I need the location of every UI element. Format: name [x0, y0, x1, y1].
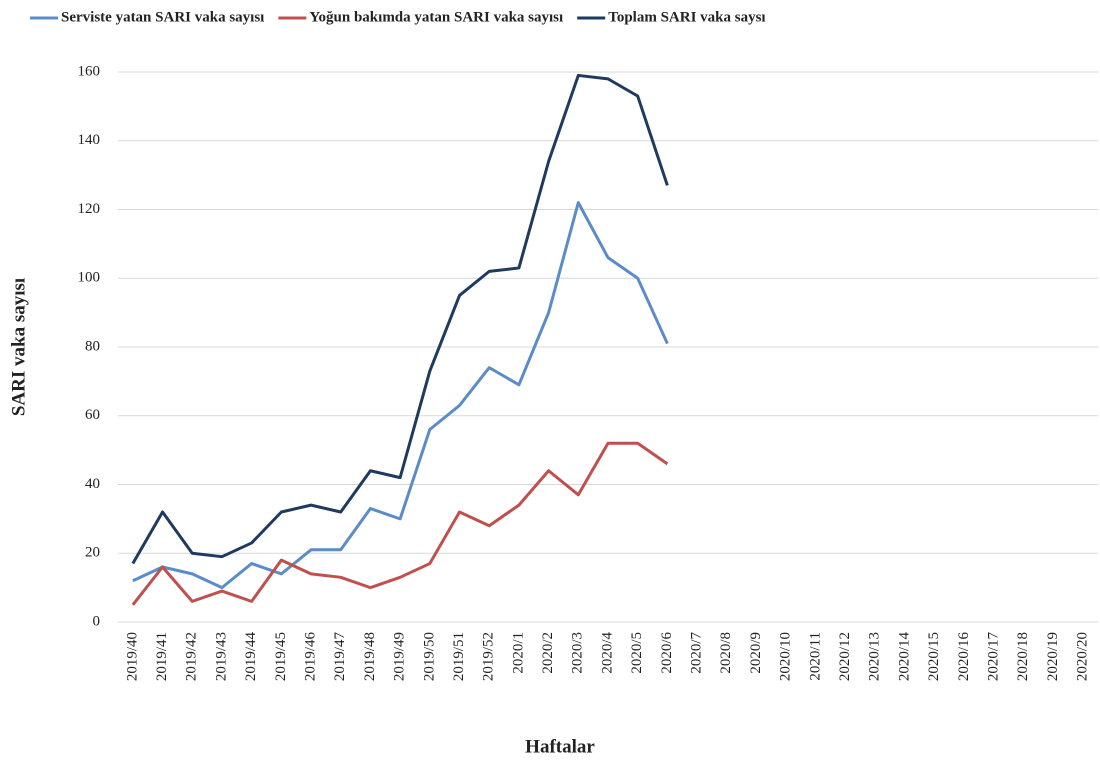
x-tick-label: 2020/15	[926, 632, 942, 681]
x-tick-label: 2019/43	[213, 632, 229, 681]
x-tick-label: 2020/3	[570, 632, 586, 674]
x-tick-label: 2020/4	[599, 632, 615, 674]
y-tick-label: 160	[78, 63, 101, 79]
x-tick-label: 2019/50	[421, 632, 437, 681]
x-tick-label: 2019/44	[243, 632, 259, 682]
x-tick-label: 2020/13	[867, 632, 883, 681]
series-line	[132, 201, 669, 590]
x-tick-label: 2019/52	[481, 632, 497, 681]
legend-label: Toplam SARI vaka saysı	[608, 9, 765, 25]
y-tick-label: 80	[85, 338, 100, 354]
x-tick-label: 2020/9	[748, 632, 764, 674]
x-tick-label: 2020/11	[807, 632, 823, 681]
x-tick-label: 2020/7	[689, 632, 705, 674]
x-tick-label: 2020/8	[718, 632, 734, 674]
x-tick-label: 2019/41	[154, 632, 170, 681]
y-tick-label: 20	[85, 545, 100, 561]
y-tick-label: 40	[85, 476, 100, 492]
x-tick-label: 2019/46	[302, 632, 318, 682]
x-tick-label: 2019/51	[451, 632, 467, 681]
y-axis-title: SARI vaka sayısı	[8, 278, 29, 416]
y-tick-label: 120	[78, 201, 101, 217]
x-tick-label: 2020/1	[510, 632, 526, 674]
y-tick-label: 100	[78, 270, 101, 286]
x-tick-label: 2019/47	[332, 632, 348, 682]
x-tick-label: 2020/5	[629, 632, 645, 674]
x-tick-label: 2020/17	[985, 632, 1001, 682]
x-tick-label: 2020/10	[778, 632, 794, 681]
y-tick-label: 140	[78, 132, 101, 148]
x-tick-label: 2019/49	[392, 632, 408, 681]
x-tick-label: 2020/6	[659, 632, 675, 674]
x-tick-label: 2020/2	[540, 632, 556, 674]
legend-label: Yoğun bakımda yatan SARI vaka sayısı	[309, 9, 563, 25]
series-line	[131, 441, 669, 606]
legend-label: Serviste yatan SARI vaka sayısı	[61, 9, 264, 25]
x-tick-label: 2020/19	[1045, 632, 1061, 681]
x-tick-label: 2020/20	[1075, 632, 1091, 681]
y-tick-label: 0	[93, 613, 101, 629]
x-axis-title: Haftalar	[525, 736, 595, 757]
x-tick-label: 2019/48	[362, 632, 378, 681]
x-tick-label: 2020/12	[837, 632, 853, 681]
x-tick-label: 2019/45	[273, 632, 289, 681]
series-line	[131, 73, 669, 565]
x-tick-label: 2020/18	[1015, 632, 1031, 681]
y-tick-label: 60	[85, 407, 100, 423]
x-tick-label: 2020/14	[896, 632, 912, 682]
x-tick-label: 2019/42	[184, 632, 200, 681]
x-tick-label: 2019/40	[124, 632, 140, 681]
x-tick-label: 2020/16	[956, 632, 972, 682]
